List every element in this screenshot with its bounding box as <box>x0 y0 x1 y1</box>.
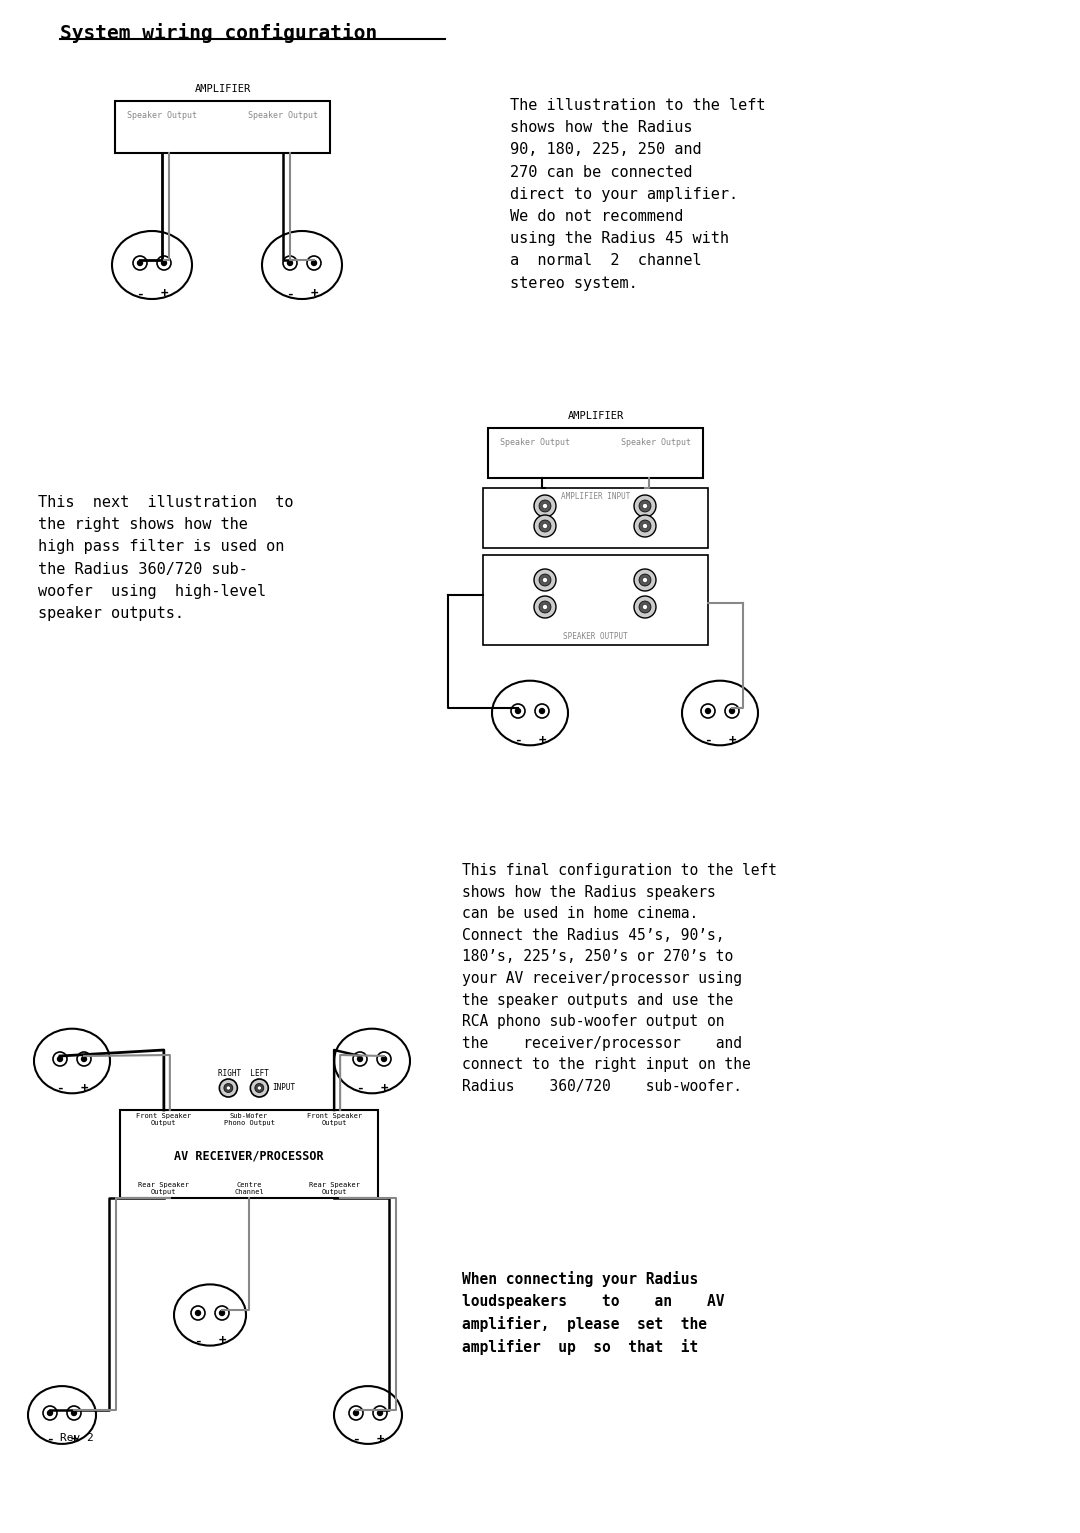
Text: INPUT: INPUT <box>272 1084 296 1093</box>
Circle shape <box>255 1084 264 1093</box>
Circle shape <box>539 601 551 613</box>
Text: -: - <box>704 734 712 747</box>
Circle shape <box>219 1311 225 1315</box>
Circle shape <box>534 569 556 592</box>
Circle shape <box>643 503 648 509</box>
Text: Rear Speaker
Output: Rear Speaker Output <box>138 1182 189 1196</box>
Text: Speaker Output: Speaker Output <box>621 438 691 448</box>
Text: +: + <box>310 287 318 300</box>
Circle shape <box>539 500 551 512</box>
Circle shape <box>540 708 544 713</box>
Circle shape <box>219 1079 238 1098</box>
Text: AMPLIFIER: AMPLIFIER <box>194 84 251 94</box>
Text: Speaker Output: Speaker Output <box>247 110 318 120</box>
Text: AV RECEIVER/PROCESSOR: AV RECEIVER/PROCESSOR <box>174 1150 324 1162</box>
Text: +: + <box>728 734 735 747</box>
Circle shape <box>639 500 651 512</box>
Text: -: - <box>194 1334 202 1348</box>
Circle shape <box>195 1311 201 1315</box>
Circle shape <box>534 515 556 537</box>
Circle shape <box>634 515 656 537</box>
Text: -: - <box>356 1082 364 1095</box>
Text: +: + <box>218 1334 226 1348</box>
Circle shape <box>542 604 548 610</box>
Text: Speaker Output: Speaker Output <box>500 438 570 448</box>
Text: This  next  illustration  to
the right shows how the
high pass filter is used on: This next illustration to the right show… <box>38 495 294 621</box>
Text: Front Speaker
Output: Front Speaker Output <box>136 1113 191 1127</box>
Text: -: - <box>56 1082 64 1095</box>
Circle shape <box>639 520 651 532</box>
Text: Sub-Wofer
Phono Output: Sub-Wofer Phono Output <box>224 1113 274 1127</box>
Text: +: + <box>70 1433 78 1446</box>
Text: +: + <box>80 1082 87 1095</box>
Circle shape <box>639 601 651 613</box>
Text: +: + <box>376 1433 383 1446</box>
Circle shape <box>542 578 548 583</box>
Circle shape <box>353 1410 359 1415</box>
Text: System wiring configuration: System wiring configuration <box>60 23 377 43</box>
Text: SPEAKER OUTPUT: SPEAKER OUTPUT <box>563 632 627 641</box>
Circle shape <box>378 1410 382 1415</box>
Circle shape <box>534 495 556 517</box>
Text: Rear Speaker
Output: Rear Speaker Output <box>309 1182 360 1196</box>
Text: Rev 2: Rev 2 <box>60 1433 94 1443</box>
Text: This final configuration to the left
shows how the Radius speakers
can be used i: This final configuration to the left sho… <box>462 863 777 1095</box>
Circle shape <box>137 261 143 265</box>
Text: -: - <box>352 1433 360 1446</box>
Circle shape <box>542 503 548 509</box>
Circle shape <box>251 1079 268 1098</box>
Circle shape <box>639 573 651 586</box>
Text: AMPLIFIER: AMPLIFIER <box>567 411 623 422</box>
Text: -: - <box>136 287 144 300</box>
Text: -: - <box>286 287 294 300</box>
Text: +: + <box>380 1082 388 1095</box>
Circle shape <box>515 708 521 713</box>
Circle shape <box>257 1085 261 1090</box>
Circle shape <box>542 523 548 529</box>
Text: When connecting your Radius
loudspeakers    to    an    AV
amplifier,  please  s: When connecting your Radius loudspeakers… <box>462 1271 725 1355</box>
Circle shape <box>643 578 648 583</box>
Text: +: + <box>160 287 167 300</box>
Circle shape <box>634 569 656 592</box>
Circle shape <box>71 1410 77 1415</box>
Text: Front Speaker
Output: Front Speaker Output <box>307 1113 362 1127</box>
Circle shape <box>162 261 166 265</box>
Circle shape <box>311 261 316 265</box>
Text: +: + <box>538 734 545 747</box>
Circle shape <box>224 1084 233 1093</box>
Circle shape <box>357 1056 363 1061</box>
Circle shape <box>705 708 711 713</box>
Text: Speaker Output: Speaker Output <box>127 110 198 120</box>
Circle shape <box>381 1056 387 1061</box>
Circle shape <box>539 520 551 532</box>
Text: Centre
Channel: Centre Channel <box>234 1182 264 1196</box>
Text: RIGHT  LEFT: RIGHT LEFT <box>218 1070 269 1079</box>
Circle shape <box>634 495 656 517</box>
Circle shape <box>227 1085 230 1090</box>
Circle shape <box>287 261 293 265</box>
Circle shape <box>57 1056 63 1061</box>
Text: The illustration to the left
shows how the Radius
90, 180, 225, 250 and
270 can : The illustration to the left shows how t… <box>510 98 766 291</box>
Circle shape <box>643 604 648 610</box>
Circle shape <box>729 708 734 713</box>
Circle shape <box>81 1056 86 1061</box>
Text: -: - <box>514 734 522 747</box>
Circle shape <box>643 523 648 529</box>
Circle shape <box>48 1410 53 1415</box>
Circle shape <box>634 596 656 618</box>
Circle shape <box>539 573 551 586</box>
Text: AMPLIFIER INPUT: AMPLIFIER INPUT <box>561 492 631 501</box>
Circle shape <box>534 596 556 618</box>
Text: -: - <box>46 1433 54 1446</box>
